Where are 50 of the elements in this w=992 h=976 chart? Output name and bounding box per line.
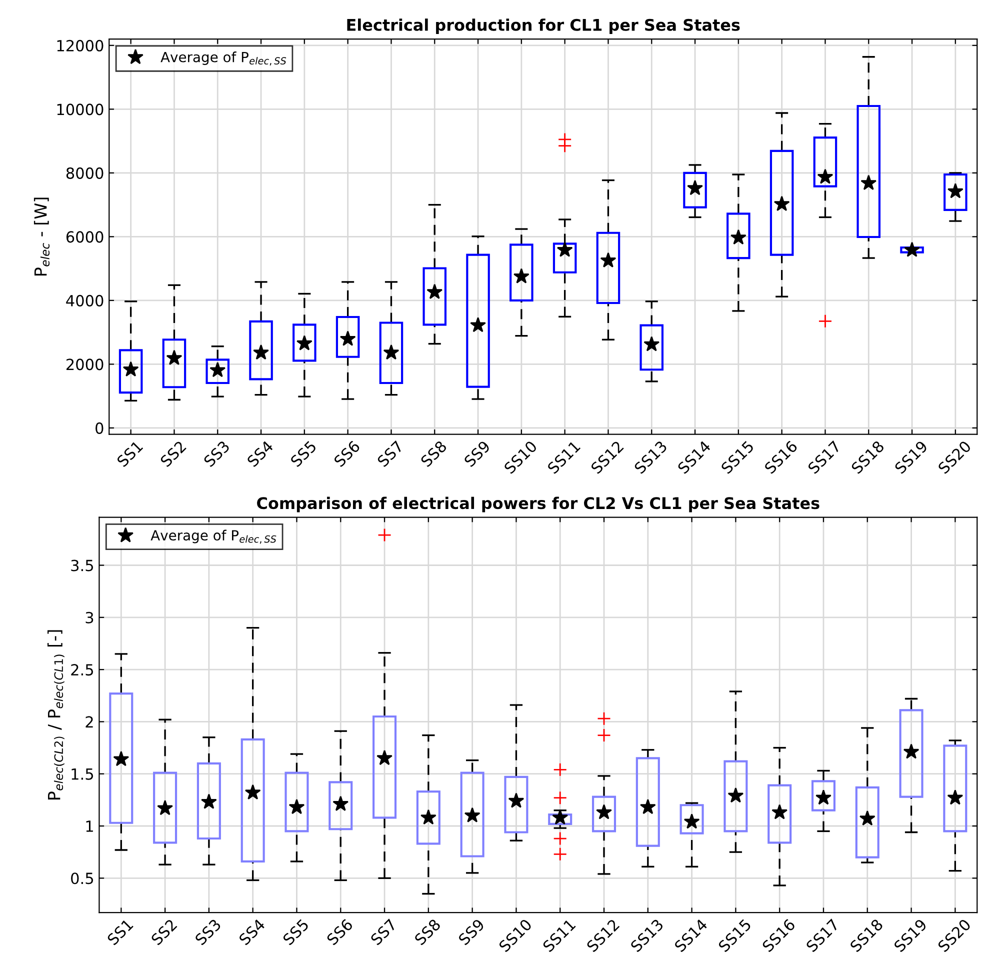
chart-title: Comparison of electrical powers for CL2 Vs CL1 per Sea States — [257, 496, 820, 512]
y-tick-label: 8000 — [66, 167, 104, 179]
y-tick-label: 2 — [86, 716, 93, 728]
point — [728, 787, 744, 803]
y-tick-label: 0 — [96, 422, 104, 434]
point — [113, 750, 130, 766]
legend-label: Average of P$_{elec,SS}$ — [150, 530, 276, 544]
y-tick-label: 1 — [86, 820, 93, 832]
y-axis-title: P$_{elec}$ - [W] — [34, 198, 50, 276]
y-tick-label: 4000 — [66, 294, 104, 306]
point — [859, 810, 876, 826]
y-tick-label: 12000 — [57, 40, 104, 52]
point — [903, 744, 920, 759]
x-tick-label: SS1 — [116, 440, 144, 468]
y-tick-label: 1.5 — [72, 768, 94, 780]
x-tick-label: SS8 — [420, 440, 448, 468]
point — [376, 750, 392, 766]
point — [464, 807, 480, 822]
point — [904, 242, 920, 257]
x-tick-label: SS9 — [458, 918, 485, 946]
point — [552, 809, 568, 825]
point — [600, 252, 616, 268]
chart-title: Electrical production for CL1 per Sea States — [347, 18, 740, 34]
y-tick-label: 3 — [86, 612, 94, 624]
point — [470, 316, 486, 332]
point — [774, 196, 790, 212]
y-tick-label: 0.5 — [71, 872, 94, 884]
point — [817, 168, 834, 184]
point — [640, 798, 656, 814]
x-tick-label: SS3 — [194, 918, 222, 946]
point — [244, 784, 261, 800]
x-tick-label: SS1 — [106, 918, 134, 946]
point — [157, 800, 174, 816]
point — [860, 174, 877, 190]
y-tick-label: 6000 — [66, 231, 104, 243]
x-tick-label: SS4 — [238, 918, 266, 946]
y-tick-label: 3.5 — [71, 560, 94, 572]
y-tick-label: 2.5 — [71, 664, 94, 676]
point — [947, 790, 964, 805]
x-tick-label: SS9 — [463, 440, 491, 468]
point — [200, 794, 217, 809]
x-tick-label: SS3 — [203, 440, 230, 468]
y-tick-label: 10000 — [57, 104, 104, 116]
x-tick-label: SS2 — [150, 918, 178, 946]
y-axis-title: P$_{elec(CL2)}$ / P$_{elec(CL1)}$ [-] — [47, 630, 64, 800]
x-tick-label: SS8 — [414, 918, 442, 946]
x-tick-label: SS2 — [160, 440, 187, 468]
legend-label: Average of P$_{elec,SS}$ — [160, 52, 286, 66]
point — [556, 242, 573, 257]
y-tick-label: 2000 — [66, 358, 104, 370]
